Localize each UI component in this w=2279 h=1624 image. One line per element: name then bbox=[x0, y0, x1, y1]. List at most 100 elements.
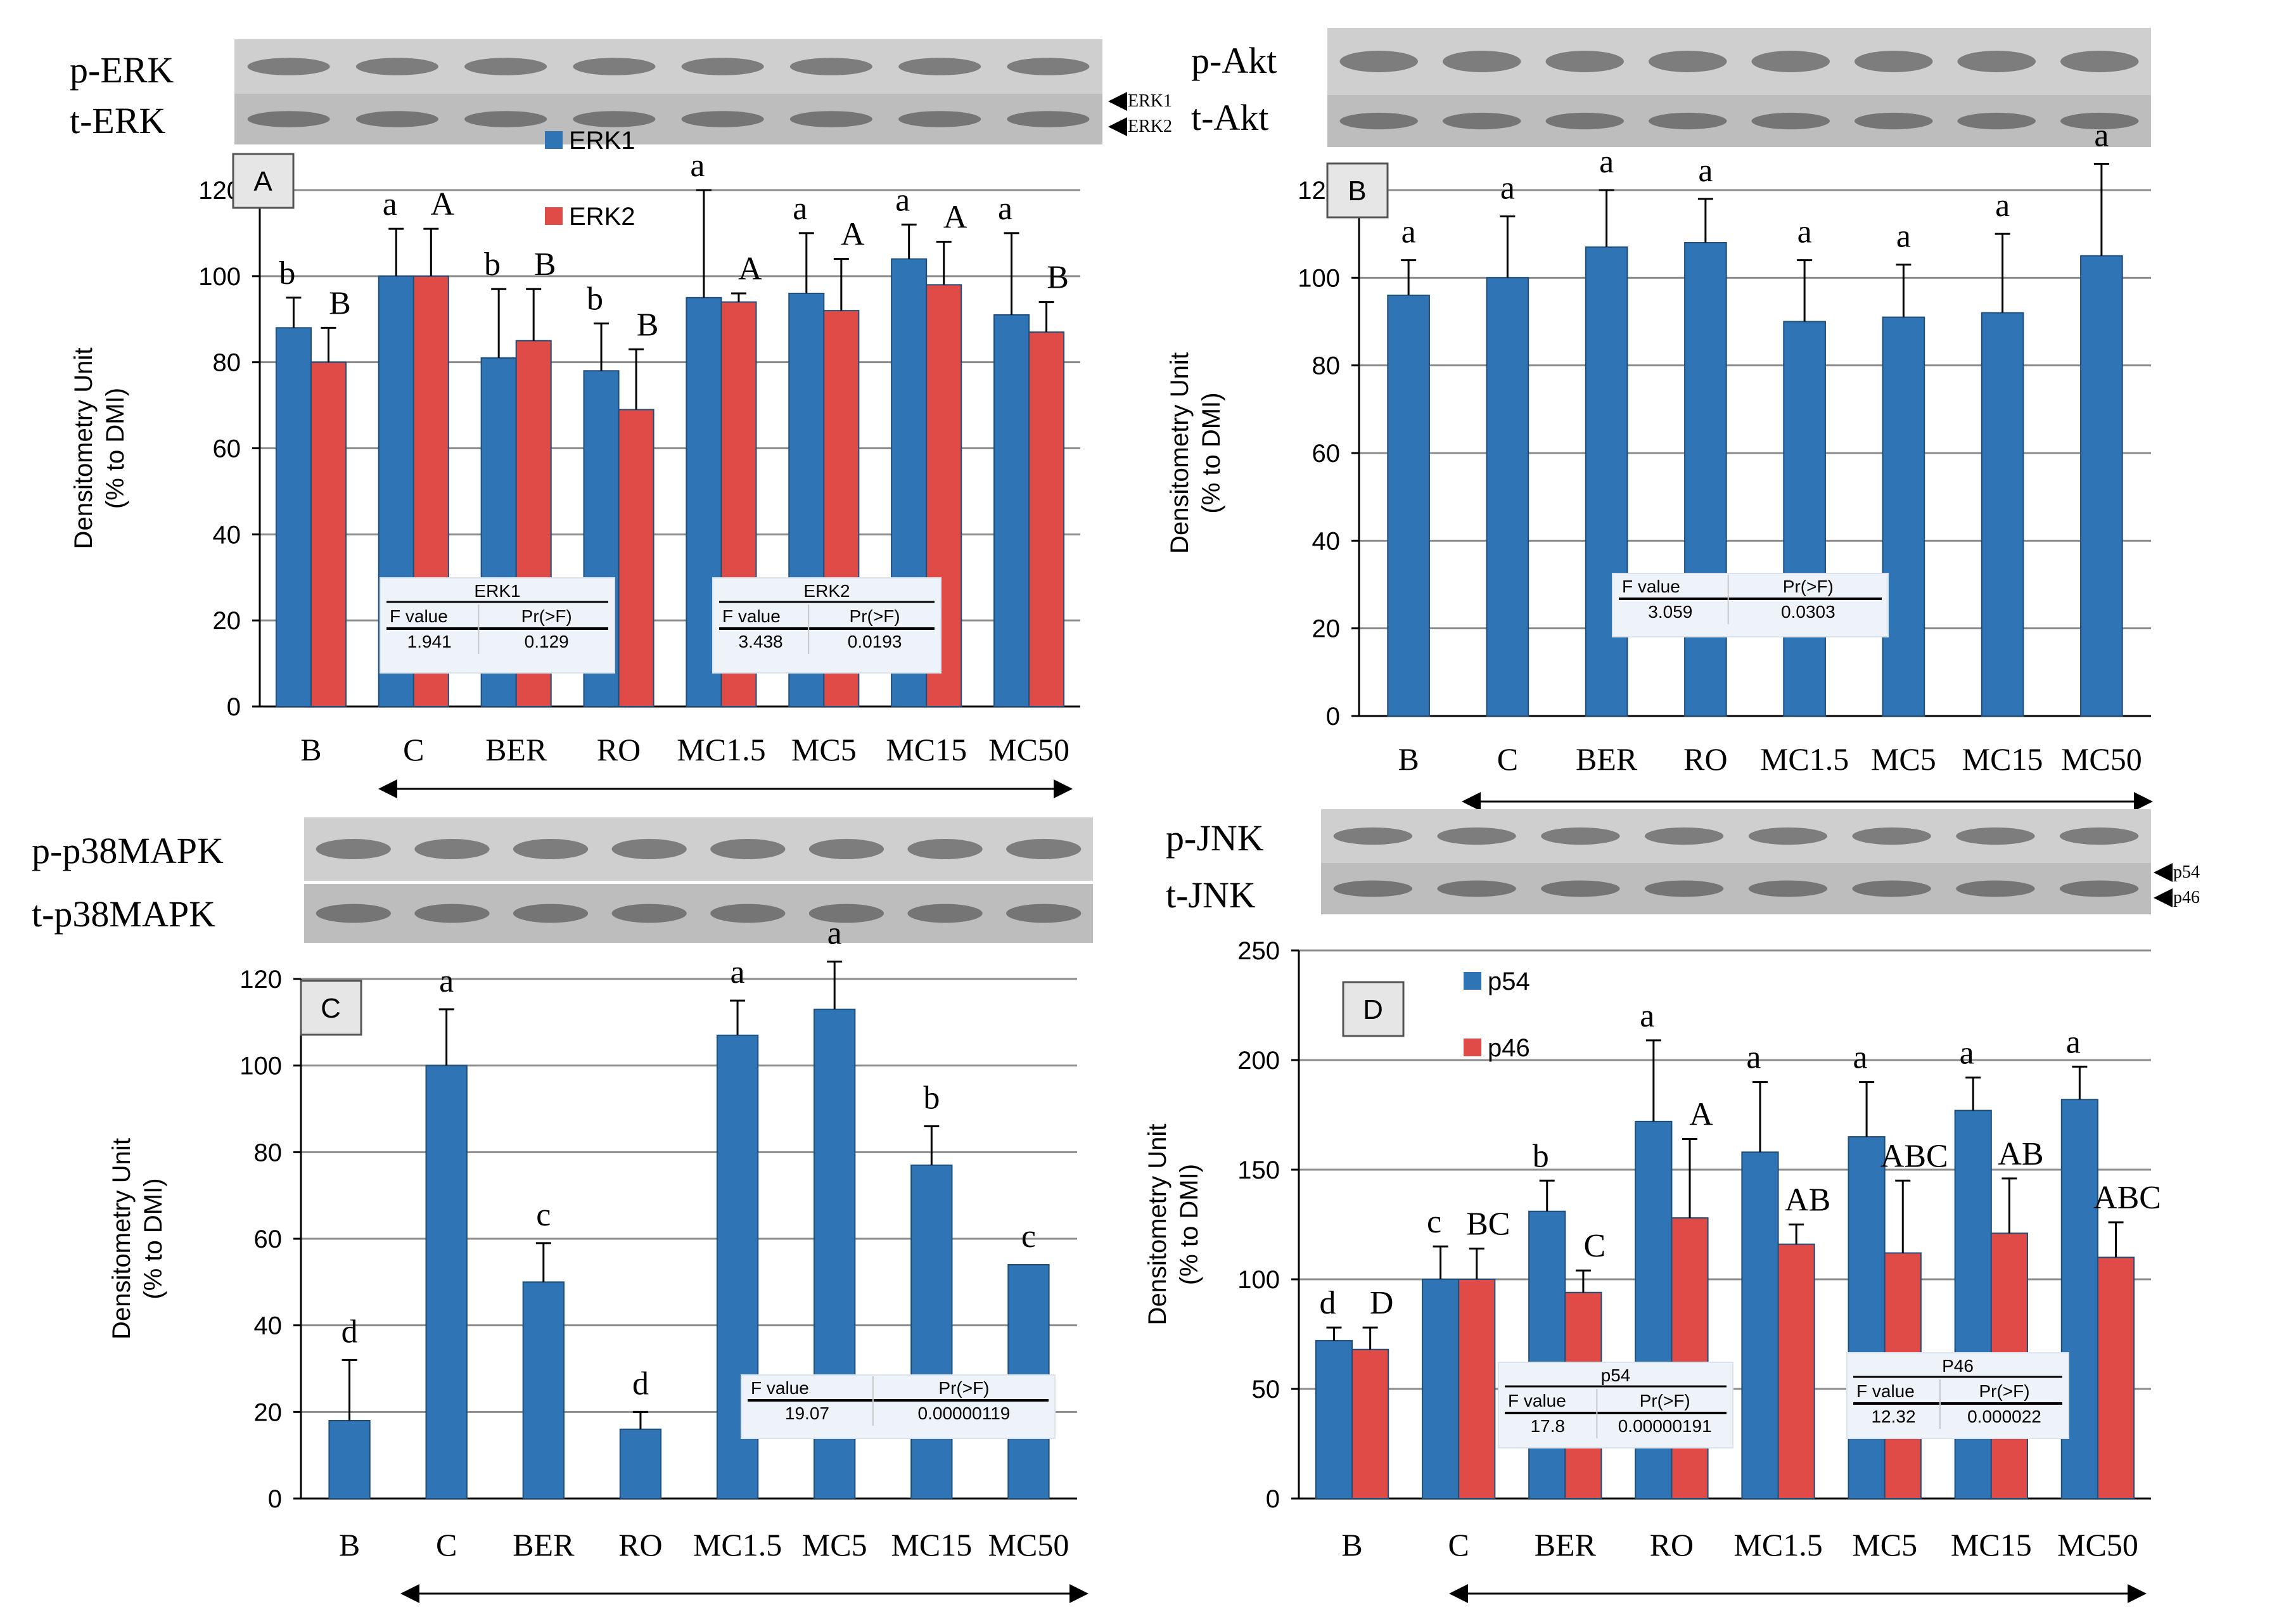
blot-band bbox=[1437, 827, 1516, 845]
y-tick-label: 150 bbox=[1237, 1156, 1280, 1184]
significance-letter: a bbox=[690, 148, 705, 184]
y-tick-label: 60 bbox=[213, 435, 241, 463]
significance-letter: a bbox=[827, 916, 842, 952]
x-tick-label: MC1.5 bbox=[1733, 1527, 1822, 1563]
panel-D: p-JNK t-JNK p54 p46 0 50 100 150 200 250 Densitome… bbox=[1144, 809, 2200, 1603]
x-tick-label: MC15 bbox=[1962, 741, 2043, 777]
y-tick-label: 60 bbox=[254, 1225, 283, 1253]
significance-letter: a bbox=[1599, 144, 1614, 180]
significance-letter: b bbox=[587, 281, 603, 317]
blot-band bbox=[316, 839, 391, 859]
stats-table: F value Pr(>F) 3.059 0.0303 bbox=[1612, 573, 1889, 637]
y-axis-label-unit: (% to DMI) bbox=[1197, 392, 1225, 513]
blot-band bbox=[1333, 827, 1413, 845]
blot-band bbox=[1545, 51, 1624, 72]
y-tick-label: 200 bbox=[1237, 1047, 1280, 1075]
y-axis-label: Densitometry Unit bbox=[108, 1138, 136, 1339]
significance-letter: d bbox=[632, 1365, 649, 1402]
blot-band bbox=[1541, 827, 1620, 845]
blot-band bbox=[247, 111, 330, 127]
bar bbox=[328, 1420, 371, 1499]
stats-table-header: F value bbox=[751, 1378, 809, 1398]
x-tick-label: BER bbox=[485, 732, 547, 767]
bar bbox=[310, 361, 347, 707]
significance-letter: A bbox=[431, 186, 455, 222]
stats-table-header: Pr(>F) bbox=[938, 1378, 989, 1398]
stats-table-header: Pr(>F) bbox=[1640, 1391, 1690, 1410]
significance-letter: a bbox=[731, 954, 745, 990]
bar bbox=[910, 1164, 953, 1500]
blot-band bbox=[681, 111, 764, 127]
blot-band bbox=[808, 839, 884, 859]
stats-table-value: 0.129 bbox=[525, 632, 569, 651]
bar bbox=[1783, 321, 1826, 717]
blot-band bbox=[681, 58, 764, 75]
significance-letter: B bbox=[637, 307, 659, 343]
legend-label: ERK2 bbox=[569, 203, 635, 231]
stats-table-header: F value bbox=[1508, 1391, 1566, 1410]
blot-band bbox=[414, 904, 490, 923]
stats-table-value: 19.07 bbox=[785, 1403, 829, 1423]
significance-letter: B bbox=[534, 246, 556, 283]
blot-band bbox=[513, 904, 589, 923]
x-tick-label: RO bbox=[618, 1527, 662, 1563]
stats-table-value: 17.8 bbox=[1530, 1416, 1565, 1436]
blot-band bbox=[355, 58, 438, 75]
stats-table: F value Pr(>F) 19.07 0.00000119 bbox=[741, 1374, 1056, 1439]
blot-band bbox=[1748, 827, 1828, 845]
significance-letter: c bbox=[536, 1197, 551, 1233]
significance-letter: a bbox=[1640, 998, 1654, 1034]
bar bbox=[1422, 1279, 1460, 1499]
bar bbox=[522, 1281, 565, 1500]
x-tick-label: MC50 bbox=[2057, 1527, 2138, 1563]
x-tick-label: MC5 bbox=[802, 1527, 867, 1563]
blot-band bbox=[1339, 112, 1418, 130]
y-axis-label: Densitometry Unit bbox=[70, 348, 98, 549]
blot-band bbox=[355, 111, 438, 127]
y-tick-label: 100 bbox=[1298, 264, 1340, 292]
blot-band bbox=[316, 904, 391, 923]
blot-band bbox=[1751, 51, 1830, 72]
significance-letter: a bbox=[1853, 1040, 1868, 1076]
blot-band bbox=[611, 904, 687, 923]
significance-letter: a bbox=[383, 186, 397, 222]
blot-band bbox=[1956, 827, 2035, 845]
x-tick-label: C bbox=[1448, 1527, 1469, 1563]
panel-label-box bbox=[1342, 981, 1405, 1037]
y-tick-label: 0 bbox=[1266, 1485, 1280, 1513]
x-tick-label: RO bbox=[1683, 741, 1727, 777]
x-tick-label: MC15 bbox=[1951, 1527, 2032, 1563]
stats-table: p54 F value Pr(>F) 17.8 0.00000191 bbox=[1498, 1362, 1733, 1448]
x-tick-label: C bbox=[1497, 741, 1518, 777]
stats-table-title: ERK2 bbox=[803, 581, 850, 601]
x-tick-label: BER bbox=[1535, 1527, 1597, 1563]
bar bbox=[1777, 1243, 1815, 1499]
blot-band bbox=[1644, 827, 1724, 845]
x-tick-label: B bbox=[1341, 1527, 1362, 1563]
significance-letter: b bbox=[923, 1080, 940, 1116]
bar bbox=[1387, 295, 1430, 717]
blot-band bbox=[247, 58, 330, 75]
significance-letter: a bbox=[998, 191, 1012, 227]
x-tick-label: B bbox=[1398, 741, 1419, 777]
x-tick-label: BER bbox=[1576, 741, 1638, 777]
bar bbox=[1741, 1151, 1779, 1499]
x-tick-label: BER bbox=[513, 1527, 575, 1563]
blot-band bbox=[1854, 112, 1933, 130]
bar bbox=[425, 1065, 468, 1499]
stats-table-value: 0.0193 bbox=[848, 632, 902, 651]
significance-letter: ABC bbox=[1880, 1138, 1948, 1174]
significance-letter: A bbox=[841, 217, 865, 253]
significance-letter: a bbox=[1746, 1040, 1761, 1076]
stats-table-bg bbox=[1498, 1362, 1733, 1448]
y-tick-label: 100 bbox=[239, 1052, 282, 1080]
stats-table-header: F value bbox=[390, 606, 448, 626]
blot-band bbox=[710, 839, 786, 859]
bar bbox=[1486, 277, 1529, 717]
stats-table-header: F value bbox=[722, 606, 781, 626]
blot-band bbox=[464, 58, 547, 75]
panel-label: A bbox=[253, 166, 272, 197]
bar bbox=[1671, 1217, 1709, 1499]
blot-band bbox=[1852, 827, 1931, 845]
blot-band bbox=[1443, 51, 1521, 72]
